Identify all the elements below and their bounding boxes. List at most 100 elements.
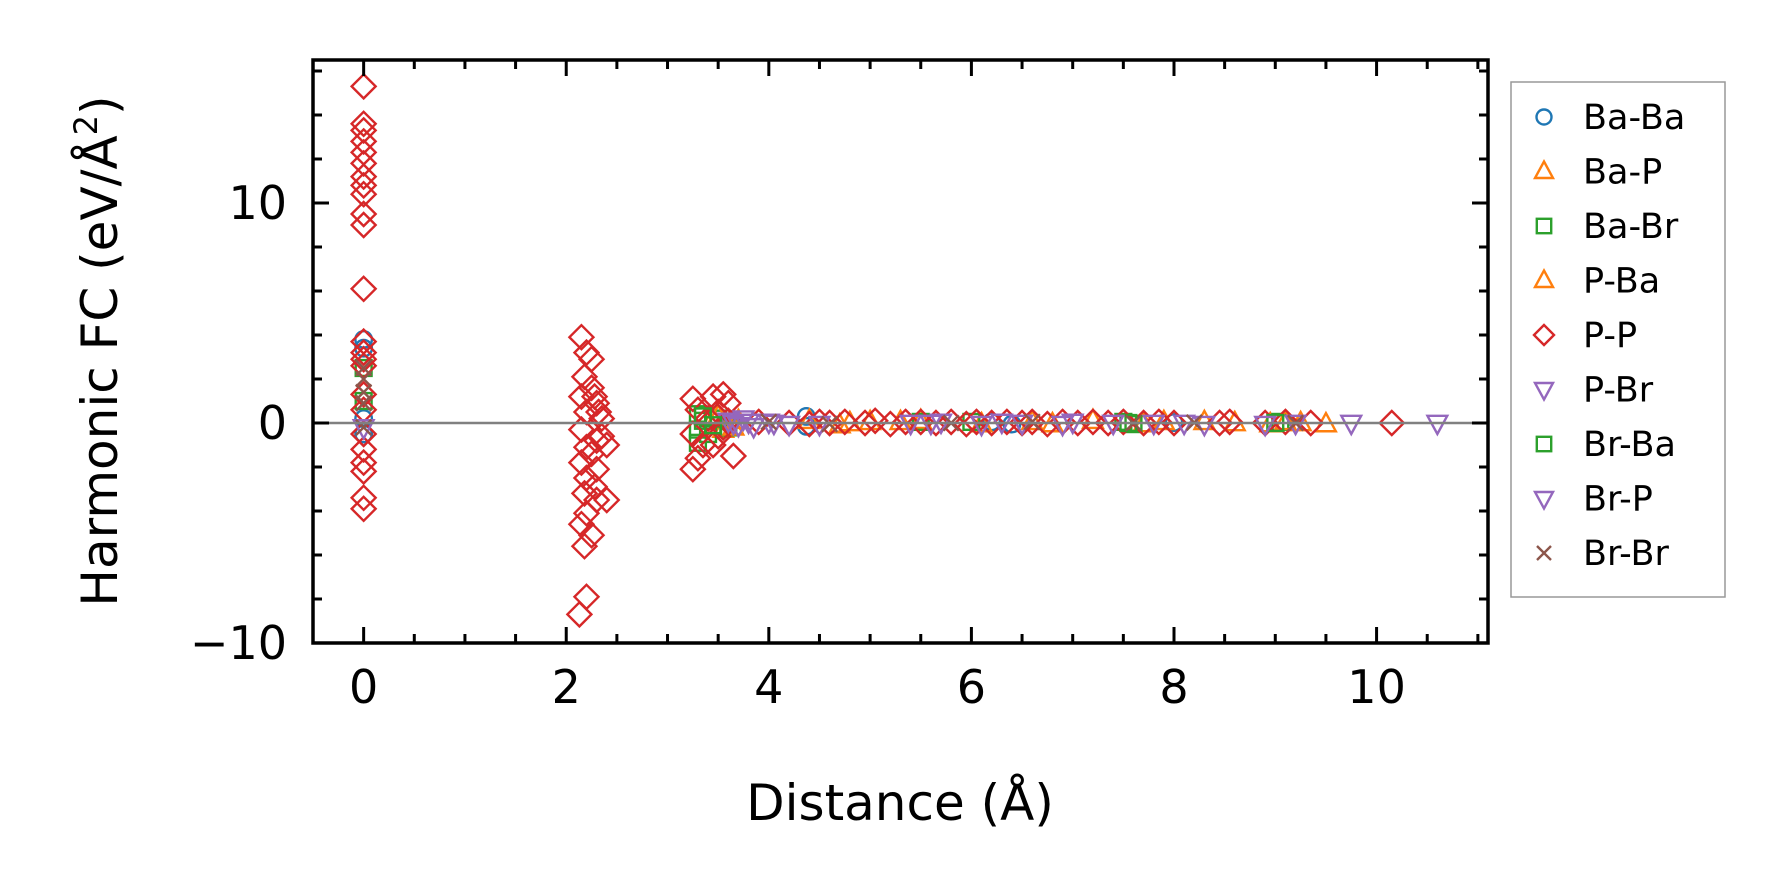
data-point-p-p — [349, 380, 378, 409]
data-point-p-p — [349, 171, 378, 200]
data-point-p-p — [349, 180, 378, 208]
data-point-p-br — [1141, 414, 1166, 437]
data-point-p-br — [1010, 414, 1034, 437]
data-point-p-p — [349, 448, 378, 477]
legend-label: P-Br — [1583, 371, 1654, 411]
legend-label: Br-Ba — [1583, 425, 1676, 465]
data-point-p-p — [577, 521, 606, 549]
data-point-p-p — [1064, 409, 1092, 437]
y-tick-label: −10 — [190, 616, 287, 670]
data-point-br-p — [731, 410, 756, 433]
data-point-p-p — [570, 532, 599, 560]
data-point-p-ba — [1273, 408, 1298, 431]
data-point-p-br — [351, 419, 376, 441]
data-point-p-p — [1205, 409, 1234, 437]
data-point-p-p — [567, 448, 596, 477]
data-point-p-p — [977, 409, 1006, 437]
data-point-p-p — [795, 410, 824, 438]
data-point-p-p — [1160, 409, 1188, 437]
data-point-p-p — [349, 72, 378, 101]
legend-marker — [1532, 490, 1556, 512]
data-point-p-p — [349, 338, 378, 367]
x-tick-label: 0 — [349, 660, 378, 714]
data-point-p-p — [349, 211, 378, 239]
data-point-p-p — [349, 127, 378, 156]
legend-item-br-br: Br-Br — [1536, 534, 1670, 574]
x-tick-label: 6 — [957, 660, 986, 714]
data-point-p-br — [807, 415, 832, 438]
x-tick-label: 8 — [1159, 660, 1188, 714]
data-points — [349, 72, 1450, 629]
data-point-p-p — [684, 444, 712, 472]
data-point-p-p — [349, 162, 378, 191]
legend-item-ba-br: Ba-Br — [1535, 207, 1679, 247]
data-point-br-p — [1050, 415, 1075, 438]
data-point-br-p — [1253, 415, 1278, 438]
data-point-ba-ba — [354, 409, 374, 429]
data-point-ba-p — [1020, 408, 1045, 431]
data-point-ba-p — [1081, 407, 1105, 430]
legend-marker — [1536, 545, 1552, 561]
data-point-p-p — [679, 385, 707, 413]
legend-label: Br-Br — [1583, 534, 1670, 574]
legend-item-ba-ba: Ba-Ba — [1535, 98, 1685, 138]
legend-item-br-ba: Br-Ba — [1535, 425, 1676, 465]
data-point-p-p — [349, 495, 378, 523]
data-point-br-br — [355, 394, 373, 412]
legend-label: Br-P — [1583, 480, 1653, 520]
legend-marker — [1535, 435, 1553, 453]
y-tick-label: 0 — [258, 396, 287, 450]
data-point-br-p — [918, 414, 943, 437]
legend-marker — [1532, 267, 1556, 289]
data-point-p-br — [1283, 414, 1308, 437]
data-point-p-p — [349, 275, 378, 303]
data-point-br-br — [355, 370, 373, 388]
legend-marker — [1535, 108, 1553, 126]
data-point-p-p — [349, 420, 378, 448]
data-point-p-p — [349, 345, 378, 373]
plot-frame — [311, 58, 1490, 645]
data-point-p-p — [699, 431, 727, 459]
data-point-p-p — [349, 435, 378, 464]
data-point-p-br — [1192, 415, 1217, 438]
data-point-p-p — [565, 600, 594, 629]
legend-label: Ba-P — [1583, 153, 1662, 193]
data-point-p-p — [694, 404, 722, 433]
data-point-ba-br — [354, 358, 373, 378]
data-point-p-p — [587, 422, 616, 450]
legend-label: P-Ba — [1583, 262, 1660, 302]
data-point-p-p — [699, 382, 727, 411]
data-point-p-p — [1378, 409, 1406, 437]
data-point-br-p — [741, 417, 766, 440]
data-point-p-p — [1094, 409, 1122, 437]
y-axis-label-main: Harmonic FC (eV/Å — [71, 135, 129, 606]
data-point-p-br — [898, 414, 923, 437]
data-point-p-p — [1109, 408, 1138, 436]
data-point-p-br — [1425, 414, 1450, 437]
data-point-p-p — [349, 200, 378, 228]
data-point-p-p — [851, 409, 879, 437]
data-point-ba-p — [797, 407, 822, 430]
y-axis-label-sup: 2 — [67, 115, 105, 135]
data-point-p-p — [1216, 408, 1244, 436]
legend-label: Ba-Br — [1583, 207, 1679, 247]
data-point-p-p — [349, 110, 378, 138]
data-point-p-p — [593, 431, 621, 459]
legend-marker — [1532, 323, 1556, 347]
data-point-p-p — [572, 499, 601, 527]
data-point-p-p — [593, 486, 621, 514]
data-point-br-p — [721, 414, 746, 437]
data-point-br-p — [1172, 414, 1197, 437]
data-point-p-p — [349, 116, 378, 145]
data-point-p-p — [567, 323, 596, 351]
legend-marker — [1535, 217, 1553, 235]
axis-ticks — [311, 60, 1488, 645]
data-point-br-ba — [703, 416, 723, 435]
data-point-p-p — [570, 479, 599, 508]
data-point-p-p — [349, 484, 378, 512]
legend-item-p-p: P-P — [1532, 316, 1637, 356]
legend-item-p-ba: P-Ba — [1532, 262, 1660, 302]
data-point-p-p — [1271, 408, 1300, 436]
y-tick-label: 10 — [228, 176, 287, 230]
